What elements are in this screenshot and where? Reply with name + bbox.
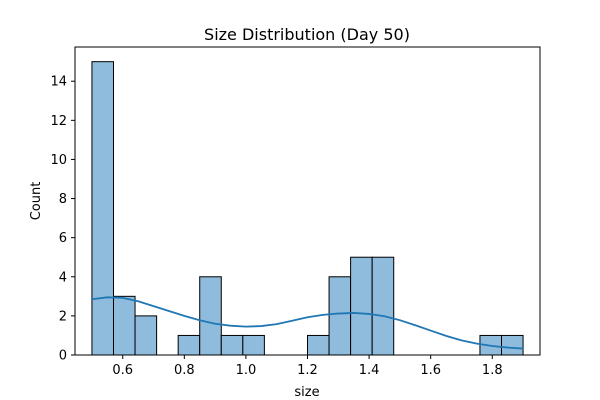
y-tick-label: 0 <box>59 349 67 364</box>
histogram-bar <box>91 61 115 356</box>
histogram-bar <box>350 256 373 356</box>
chart-title: Size Distribution (Day 50) <box>204 25 410 44</box>
x-tick-label: 1.6 <box>420 363 441 378</box>
histogram-bar <box>199 276 222 356</box>
x-tick-label: 1.8 <box>482 363 503 378</box>
y-tick-label: 6 <box>59 231 67 246</box>
histogram-bars <box>91 61 524 356</box>
x-axis-label: size <box>294 385 319 400</box>
y-tick-label: 4 <box>59 270 67 285</box>
x-tick-label: 1.4 <box>359 363 380 378</box>
histogram-bar <box>242 334 265 356</box>
x-tick-label: 0.6 <box>112 363 133 378</box>
histogram-bar <box>220 334 244 356</box>
x-tick-label: 0.8 <box>174 363 195 378</box>
y-tick-label: 12 <box>50 114 67 129</box>
y-axis-ticks: 0 2 4 6 8 10 12 14 <box>50 75 75 364</box>
y-tick-label: 10 <box>50 153 67 168</box>
x-tick-label: 1.0 <box>236 363 257 378</box>
plot-frame <box>74 46 541 356</box>
y-axis-label: Count <box>29 182 44 221</box>
x-tick-label: 1.2 <box>297 363 318 378</box>
y-tick-label: 14 <box>50 75 67 90</box>
kde-curve <box>91 296 524 350</box>
histogram-bar <box>112 295 136 356</box>
histogram-bar <box>307 334 330 356</box>
histogram-bar <box>371 256 395 356</box>
y-tick-label: 8 <box>59 192 67 207</box>
histogram-bar <box>328 276 352 356</box>
y-tick-label: 2 <box>59 309 67 324</box>
histogram-bar <box>177 334 201 356</box>
x-axis-ticks: 0.6 0.8 1.0 1.2 1.4 1.6 1.8 <box>112 355 503 378</box>
histogram-bar <box>501 334 524 356</box>
histogram-bar <box>134 315 158 356</box>
